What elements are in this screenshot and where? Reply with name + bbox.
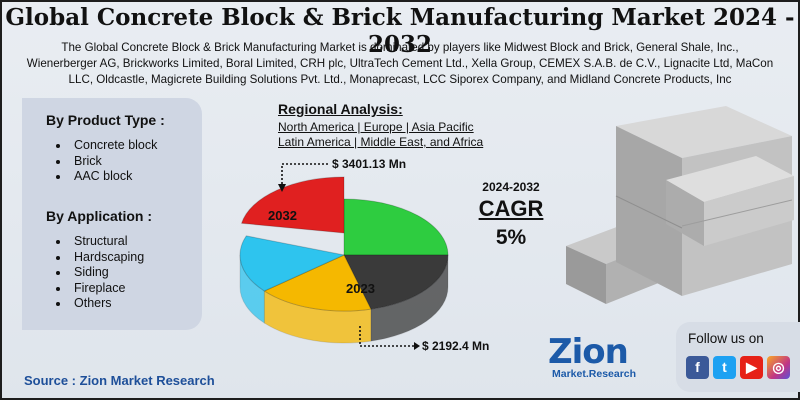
cagr-value: 5% [495, 226, 527, 249]
regional-line-2: Latin America | Middle East, and Africa [278, 135, 484, 149]
product-type-heading: By Product Type : [46, 112, 165, 128]
application-heading: By Application : [46, 208, 153, 224]
concrete-blocks-image [566, 106, 794, 304]
instagram-icon[interactable]: ◎ [767, 356, 790, 379]
slice-label-2032: 2032 [268, 208, 297, 223]
product-type-list: Concrete block Brick AAC block [46, 138, 180, 185]
pie-slice-yellow [263, 254, 372, 344]
list-item: Others [70, 296, 200, 312]
zion-logo: Zion Market.Research [548, 332, 640, 382]
description-line: Wienerberger AG, Brickworks Limited, Bor… [26, 57, 774, 70]
page-title: Global Concrete Block & Brick Manufactur… [5, 4, 795, 58]
list-item: AAC block [70, 169, 180, 185]
application-list: Structural Hardscaping Siding Fireplace … [46, 234, 200, 312]
list-item: Brick [70, 154, 180, 170]
list-item: Concrete block [70, 138, 180, 154]
source-credit: Source : Zion Market Research [24, 373, 215, 388]
leader-line-2023 [359, 326, 414, 347]
arrow-icon [414, 342, 420, 350]
list-item: Siding [70, 265, 200, 281]
pie-slice-cyan [239, 235, 346, 324]
follow-us-panel: Follow us on f t ▶ ◎ [676, 322, 800, 392]
pie-slice-2032 [240, 176, 345, 234]
list-item: Hardscaping [70, 250, 200, 266]
market-description: The Global Concrete Block & Brick Manufa… [6, 40, 794, 88]
youtube-icon[interactable]: ▶ [740, 356, 763, 379]
facebook-icon[interactable]: f [686, 356, 709, 379]
pie-slice-dark [343, 254, 449, 342]
logo-sub-text: Market.Research [552, 368, 637, 380]
market-pie-chart: $ 3401.13 Mn $ 2192.4 Mn 2032 2023 [239, 157, 489, 353]
cagr-label: CAGR [478, 196, 544, 221]
twitter-icon[interactable]: t [713, 356, 736, 379]
regional-heading: Regional Analysis: [278, 101, 403, 117]
value-label-2023: $ 2192.4 Mn [422, 339, 489, 353]
pie-slice-green [343, 198, 449, 256]
value-label-2032: $ 3401.13 Mn [332, 157, 406, 171]
list-item: Fireplace [70, 281, 200, 297]
arrow-icon [278, 184, 286, 192]
segments-panel: By Product Type : Concrete block Brick A… [22, 98, 202, 330]
logo-main-text: Zion [548, 332, 629, 372]
follow-us-label: Follow us on [688, 331, 764, 346]
leader-line-2032 [281, 163, 330, 188]
slice-label-2023: 2023 [346, 281, 375, 296]
regional-line-1: North America | Europe | Asia Pacific [278, 120, 474, 134]
description-line: The Global Concrete Block & Brick Manufa… [61, 41, 739, 54]
list-item: Structural [70, 234, 200, 250]
description-line: LLC, Oldcastle, Magicrete Building Solut… [68, 73, 732, 86]
cagr-period: 2024-2032 [482, 180, 540, 194]
